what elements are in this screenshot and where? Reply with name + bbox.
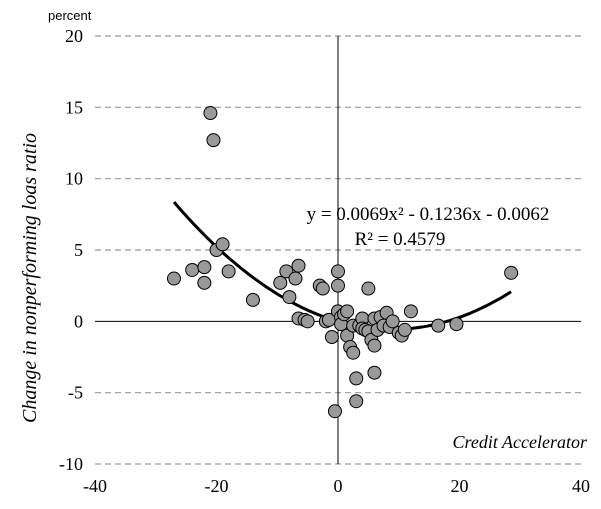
unit-label: percent [48,8,92,23]
data-point [203,106,218,121]
data-point [197,260,212,275]
x-axis-label: Credit Accelerator [453,432,588,452]
data-point [403,304,418,319]
data-point [279,264,294,279]
x-tick-label: 0 [334,476,343,496]
data-point [221,264,236,279]
data-point [431,318,446,333]
data-point [185,262,200,277]
y-tick-labels: -10 -5 0 5 10 15 20 [59,26,83,474]
data-point [349,394,364,409]
data-point [215,237,230,252]
data-point [324,330,339,345]
data-point [397,322,412,337]
trendline-r2: R² = 0.4579 [355,229,446,250]
data-point [327,404,342,419]
y-tick-label: 20 [65,26,83,46]
data-point [166,271,181,286]
data-point [331,278,345,293]
data-point [197,275,212,290]
trendline-equation: y = 0.0069x² - 0.1236x - 0.0062 [307,204,550,225]
y-tick-label: 15 [65,97,83,117]
data-point [346,345,361,360]
data-point [449,317,464,332]
data-point [273,275,288,290]
y-axis-label: Change in nonperforming loas ratio [19,133,41,423]
data-point [206,133,221,148]
data-point [245,292,260,307]
data-point [315,281,330,296]
y-tick-label: 10 [65,169,83,189]
data-point [331,264,345,279]
data-point [504,265,519,280]
y-tick-label: 0 [74,311,83,331]
data-point [349,371,364,386]
data-point [288,271,303,286]
x-tick-label: 40 [572,476,590,496]
y-tick-label: -10 [59,454,83,474]
x-tick-label: 20 [451,476,469,496]
data-point [361,281,376,296]
x-tick-label: -40 [83,476,107,496]
data-point [291,258,306,273]
x-tick-labels: -40 -20 0 20 40 [83,476,590,496]
y-tick-label: -5 [68,383,83,403]
data-points [166,106,519,419]
data-point [367,338,382,353]
data-point [367,365,382,380]
data-point [385,314,400,329]
x-tick-label: -20 [205,476,229,496]
data-point [282,290,297,305]
data-point [340,304,355,319]
y-tick-label: 5 [74,240,83,260]
data-point [300,314,315,329]
